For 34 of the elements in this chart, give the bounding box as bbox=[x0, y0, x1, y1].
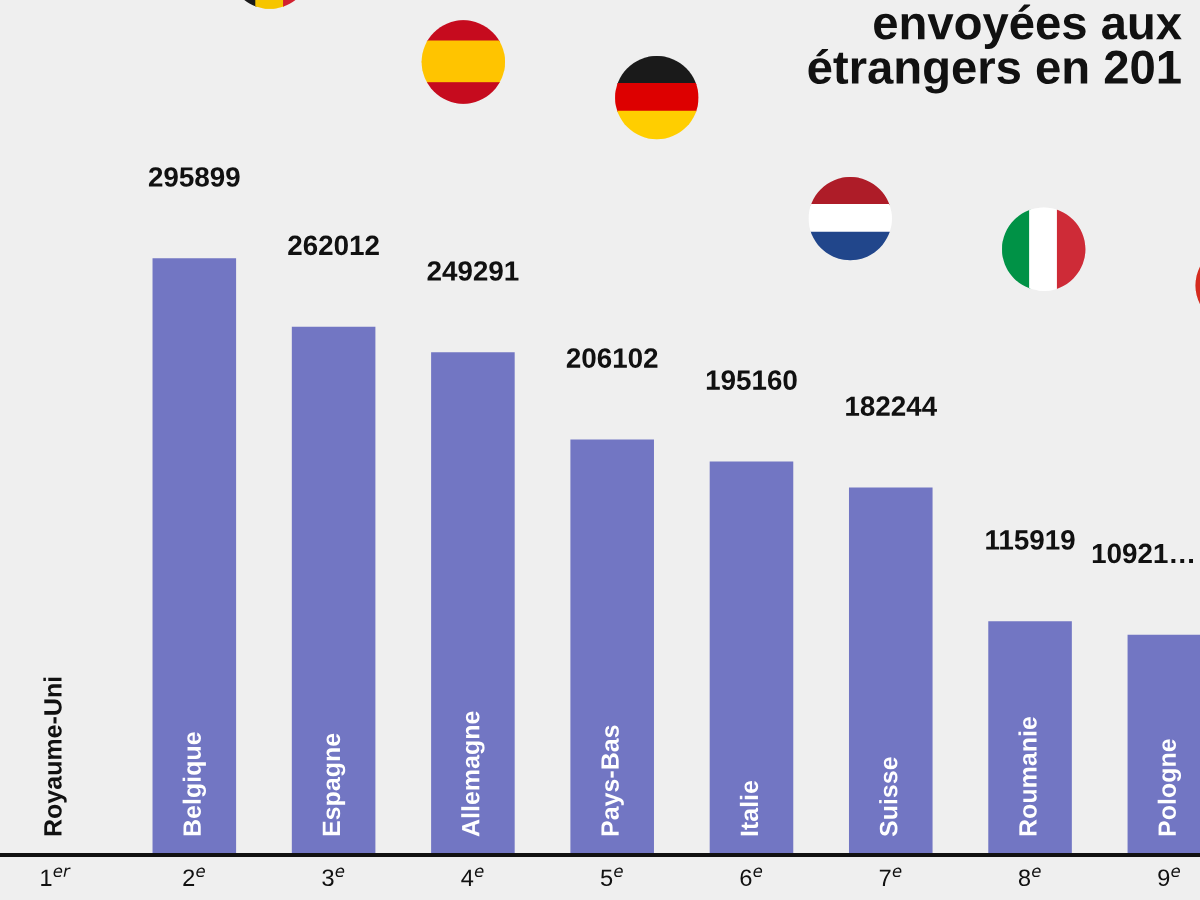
text: envoyées aux étrangers en 201 bbox=[808, 4, 1182, 94]
data-label: 206102 bbox=[566, 348, 658, 368]
text: 3$^{e}$ bbox=[322, 867, 345, 887]
text: 8$^{e}$ bbox=[1018, 867, 1041, 887]
text: 5$^{e}$ bbox=[600, 867, 623, 887]
data-label: 195160 bbox=[706, 370, 797, 390]
x-tick-label: Royaume-Uni bbox=[43, 677, 67, 836]
x-tick-label: Pays-Bas bbox=[601, 725, 624, 836]
data-label: 295899 bbox=[148, 167, 240, 187]
x-tick-label: Belgique bbox=[182, 732, 207, 836]
data-label: 249291 bbox=[427, 261, 519, 281]
bar bbox=[848, 487, 933, 855]
x-tick-label: Allemagne bbox=[461, 711, 485, 837]
bar bbox=[431, 352, 515, 855]
data-label: 182244 bbox=[846, 396, 937, 417]
text: 2$^{e}$ bbox=[183, 867, 205, 886]
data-label: 115919 bbox=[986, 530, 1075, 550]
bar bbox=[291, 326, 376, 855]
text: 6$^{e}$ bbox=[740, 867, 763, 887]
bar bbox=[988, 621, 1072, 855]
text: 4$^{e}$ bbox=[461, 867, 484, 886]
x-tick-label: Espagne bbox=[322, 733, 346, 836]
x-tick-label: Roumanie bbox=[1018, 717, 1037, 836]
data-label: 10921… bbox=[1092, 543, 1193, 564]
x-tick-label: Pologne bbox=[1157, 739, 1182, 836]
bar bbox=[570, 439, 654, 855]
data-label: 262012 bbox=[288, 235, 379, 256]
bar bbox=[709, 461, 794, 855]
x-tick-label: Suisse bbox=[879, 757, 898, 837]
text: 7$^{e}$ bbox=[879, 867, 902, 886]
x-tick-label: Italie bbox=[739, 780, 759, 836]
text: 1$^{er}$ bbox=[41, 867, 71, 886]
bar bbox=[152, 258, 237, 855]
text: 9$^{e}$ bbox=[1158, 867, 1180, 887]
